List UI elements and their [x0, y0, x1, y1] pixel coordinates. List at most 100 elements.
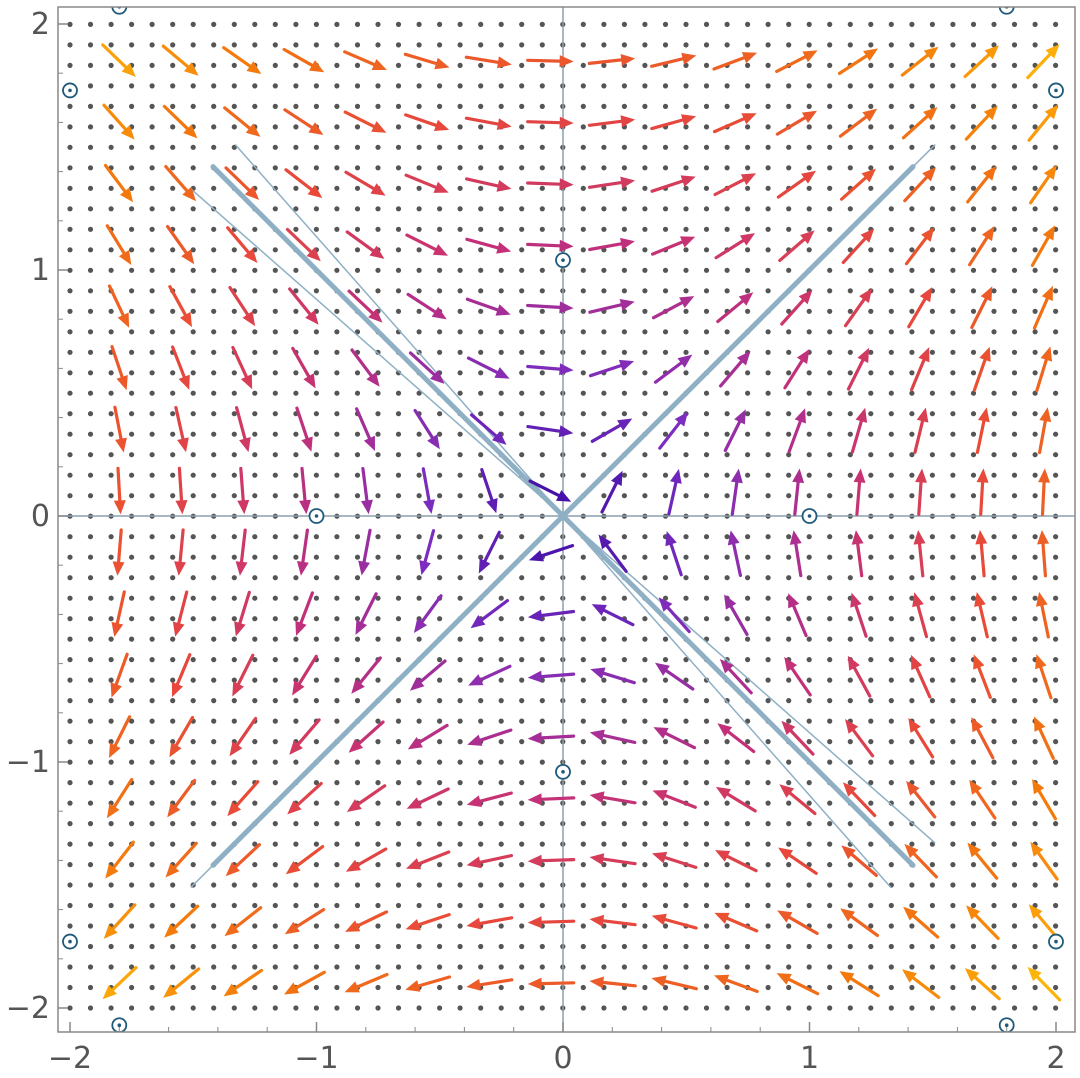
- grid-dot: [478, 657, 484, 663]
- grid-dot: [437, 349, 443, 355]
- grid-dot: [416, 308, 422, 314]
- grid-dot: [621, 329, 628, 335]
- grid-dot: [519, 739, 525, 745]
- grid-dot: [170, 657, 176, 663]
- grid-dot: [950, 902, 956, 909]
- grid-dot: [601, 636, 607, 642]
- grid-dot: [190, 493, 196, 499]
- grid-dot: [724, 698, 730, 704]
- grid-dot: [601, 964, 607, 970]
- grid-dot: [354, 472, 361, 478]
- grid-dot: [190, 554, 196, 560]
- grid-dot: [170, 370, 176, 376]
- grid-dot: [703, 42, 710, 48]
- grid-dot: [395, 534, 402, 540]
- grid-dot: [67, 144, 73, 150]
- grid-dot: [293, 308, 299, 314]
- grid-dot: [211, 452, 217, 458]
- grid-dot: [765, 165, 771, 171]
- grid-dot: [87, 124, 94, 130]
- grid-dot: [827, 42, 833, 48]
- grid-dot: [1011, 862, 1018, 868]
- grid-dot: [231, 247, 237, 253]
- grid-dot: [313, 821, 319, 827]
- grid-dot: [642, 575, 648, 581]
- grid-dot: [190, 800, 196, 806]
- grid-dot: [87, 902, 94, 909]
- grid-dot: [437, 83, 443, 89]
- grid-dot: [991, 657, 997, 663]
- grid-dot: [991, 677, 997, 683]
- grid-dot: [662, 595, 669, 601]
- grid-dot: [662, 841, 669, 847]
- grid-dot: [334, 267, 340, 273]
- grid-dot: [149, 308, 155, 314]
- grid-dot: [149, 185, 155, 191]
- grid-dot: [1011, 103, 1018, 109]
- grid-dot: [170, 902, 176, 909]
- grid-dot: [621, 698, 628, 704]
- grid-dot: [149, 329, 155, 335]
- grid-dot: [1053, 288, 1059, 294]
- grid-dot: [929, 554, 936, 560]
- grid-dot: [847, 288, 853, 294]
- grid-dot: [991, 308, 997, 314]
- grid-dot: [745, 759, 751, 765]
- grid-dot: [211, 739, 217, 745]
- vector-arrow: [358, 528, 372, 576]
- grid-dot: [334, 62, 340, 68]
- grid-dot: [827, 677, 833, 683]
- vector-arrow: [282, 47, 325, 73]
- grid-dot: [478, 534, 484, 540]
- grid-dot: [272, 657, 278, 663]
- grid-dot: [745, 411, 751, 417]
- marked-point: [62, 82, 78, 99]
- grid-dot: [519, 780, 525, 786]
- grid-dot: [724, 144, 730, 150]
- grid-dot: [950, 165, 956, 171]
- grid-dot: [724, 800, 730, 806]
- grid-dot: [67, 616, 73, 622]
- grid-dot: [190, 42, 196, 48]
- grid-dot: [129, 595, 135, 601]
- vector-arrow: [1036, 591, 1050, 639]
- grid-dot: [765, 943, 771, 950]
- grid-dot: [621, 472, 628, 478]
- vector-arrow: [103, 903, 137, 939]
- grid-dot: [662, 759, 669, 765]
- grid-dot: [847, 698, 853, 704]
- grid-dot: [313, 206, 319, 212]
- grid-dot: [170, 308, 176, 314]
- grid-dot: [929, 718, 936, 724]
- grid-dot: [67, 267, 73, 273]
- grid-dot: [334, 554, 340, 560]
- grid-dot: [1011, 83, 1018, 89]
- grid-dot: [272, 616, 278, 622]
- grid-dot: [67, 226, 73, 232]
- grid-dot: [170, 103, 176, 109]
- grid-dot: [642, 226, 648, 232]
- grid-dot: [108, 206, 114, 212]
- grid-dot: [108, 739, 114, 745]
- grid-dot: [970, 534, 977, 540]
- grid-dot: [621, 42, 628, 48]
- grid-dot: [211, 390, 217, 396]
- grid-dot: [827, 821, 833, 827]
- grid-dot: [827, 902, 833, 909]
- grid-dot: [827, 657, 833, 663]
- vector-arrow: [164, 165, 196, 202]
- grid-dot: [929, 1005, 936, 1011]
- grid-dot: [129, 493, 135, 499]
- grid-dot: [519, 493, 525, 499]
- grid-dot: [457, 267, 463, 273]
- grid-dot: [211, 349, 217, 355]
- grid-dot: [211, 493, 217, 499]
- grid-dot: [211, 103, 217, 109]
- grid-dot: [334, 144, 340, 150]
- grid-dot: [765, 923, 771, 929]
- grid-dot: [1053, 370, 1059, 376]
- vector-arrow: [776, 973, 820, 996]
- grid-dot: [478, 103, 484, 109]
- grid-dot: [991, 780, 997, 786]
- grid-dot: [703, 534, 710, 540]
